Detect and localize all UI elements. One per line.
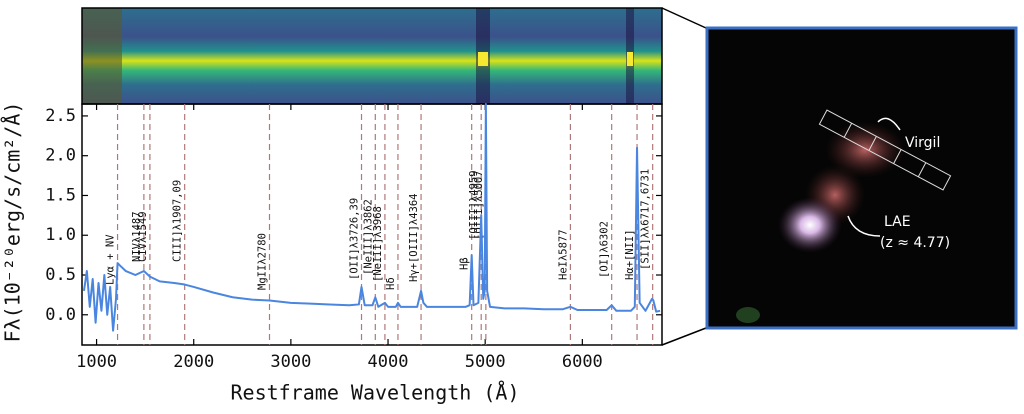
emission-line-label: Hδ [385, 277, 397, 290]
y-tick-label: 1.0 [45, 225, 76, 245]
y-tick-label: 0.0 [45, 305, 76, 325]
y-tick-label: 0.5 [45, 265, 76, 285]
emission-line-label: Hβ [459, 257, 471, 270]
emission-line-label: [OIII]λ5007 [473, 170, 485, 240]
emission-line-label: Hα+[NII] [624, 229, 636, 280]
emission-line-label: [NeIII]λ3862 [362, 199, 374, 275]
x-tick-label: 2000 [173, 352, 214, 372]
emission-line-label: Hγ+[OIII]λ4364 [408, 193, 420, 282]
connector [661, 327, 707, 346]
image-label: LAE [884, 214, 911, 230]
emission-line-label: NIVλ1487 [131, 211, 143, 262]
x-tick-label: 6000 [562, 352, 603, 372]
emission-line-label: CIII]λ1907,09 [172, 180, 184, 262]
slit [818, 109, 952, 191]
emission-line-label: [SII]λλ6717,6731 [640, 169, 652, 270]
image-panel [705, 26, 1018, 330]
spectrum-2d-noise [82, 8, 122, 104]
galaxy [736, 307, 760, 323]
galaxy [778, 197, 842, 253]
spectrum-2d-line [478, 52, 488, 66]
spectrum-2d-line [627, 52, 633, 66]
image-label: Virgil [905, 135, 940, 151]
emission-line-label: [OII]λ3726,39 [349, 198, 361, 280]
emission-line-label: [OIII]λ4959 [468, 170, 480, 240]
spectrum-2d [82, 8, 662, 104]
x-tick-label: 4000 [368, 352, 409, 372]
arrow [847, 215, 881, 237]
spectrum-line [82, 103, 661, 332]
x-tick-label: 5000 [465, 352, 506, 372]
x-tick-label: 1000 [76, 352, 117, 372]
emission-line-label: MgIIλ2780 [257, 233, 269, 290]
x-axis-label: Restframe Wavelength (Å) [231, 381, 520, 405]
emission-line-label: [NeIII]λ3968 [372, 206, 384, 282]
emission-line-label: [OI]λ6302 [599, 221, 611, 278]
y-axis-label: Fλ(10⁻²⁰erg/s/cm²/Å) [1, 102, 25, 343]
emission-line-label: CIVλ1549 [137, 211, 149, 262]
arrow [877, 117, 901, 131]
y-tick-label: 2.0 [45, 146, 76, 166]
connector [661, 7, 707, 29]
x-tick-label: 3000 [270, 352, 311, 372]
image-label: (z ≈ 4.77) [880, 235, 950, 251]
y-tick-label: 1.5 [45, 185, 76, 205]
emission-line-label: HeIλ5877 [557, 229, 569, 280]
y-tick-label: 2.5 [45, 106, 76, 126]
emission-line-label: Lyα + NV [105, 234, 117, 285]
plot-frame [81, 103, 663, 346]
